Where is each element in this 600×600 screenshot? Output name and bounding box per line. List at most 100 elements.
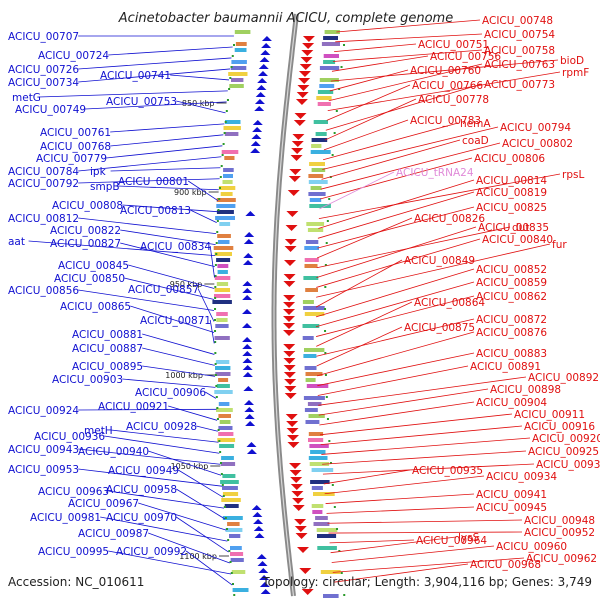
gene-connector-left	[120, 242, 215, 267]
gene-connector-left	[148, 450, 222, 476]
feature-tile-right	[310, 480, 330, 484]
feature-tile-left	[230, 552, 244, 556]
marker-dot-left	[226, 528, 229, 530]
marker-dot-left	[214, 330, 217, 332]
gene-arrow-forward	[301, 589, 314, 595]
gene-arrow-forward	[298, 78, 311, 84]
feature-tile-left	[214, 336, 230, 340]
gene-arrow-reverse	[252, 120, 263, 125]
gene-connector-left	[142, 365, 216, 377]
feature-tile-right	[303, 306, 325, 310]
gene-arrow-forward	[290, 155, 303, 161]
feature-tile-left	[227, 522, 240, 526]
gene-arrow-reverse	[259, 575, 270, 580]
feature-tile-left	[225, 528, 243, 532]
gene-connector-right	[326, 84, 411, 121]
gene-arrow-reverse	[260, 589, 271, 594]
marker-dot-left	[223, 506, 226, 508]
feature-tile-left	[217, 234, 231, 238]
marker-dot-right	[336, 528, 339, 530]
gene-label-left: ACICU_00949	[108, 465, 179, 477]
marker-dot-left	[221, 154, 224, 156]
gene-arrow-reverse	[243, 400, 254, 405]
gene-label-right: dut	[512, 222, 529, 234]
gene-arrow-reverse	[261, 43, 272, 48]
gene-label-right: ACICU_00763	[484, 59, 555, 71]
marker-dot-right	[329, 462, 332, 464]
gene-arrow-reverse	[242, 323, 253, 328]
gene-connector-left	[28, 240, 216, 257]
gene-arrow-forward	[283, 351, 296, 357]
gene-arrow-reverse	[244, 414, 255, 419]
gene-label-right: ACICU_00778	[418, 94, 489, 106]
feature-tile-right	[304, 348, 325, 352]
gene-arrow-forward	[283, 323, 296, 329]
gene-arrow-reverse	[243, 386, 254, 391]
feature-tile-left	[222, 180, 233, 184]
gene-arrow-reverse	[250, 141, 261, 146]
feature-tile-right	[304, 408, 318, 412]
gene-connector-left	[142, 333, 215, 355]
marker-dot-right	[324, 308, 327, 310]
gene-arrow-forward	[292, 505, 305, 511]
feature-tile-left	[216, 384, 230, 388]
gene-connector-right	[316, 295, 475, 337]
feature-tile-left	[229, 84, 244, 88]
feature-tile-left	[216, 318, 228, 322]
gene-arrow-forward	[284, 386, 297, 392]
gene-label-left: ACICU_00940	[78, 446, 149, 458]
feature-tile-left	[217, 438, 236, 442]
gene-arrow-forward	[283, 302, 296, 308]
marker-dot-left	[224, 517, 227, 519]
gene-label-left: ACICU_00921	[98, 401, 169, 413]
gene-arrow-reverse	[257, 561, 268, 566]
gene-label-right: ACICU_00751	[418, 39, 489, 51]
marker-dot-right	[324, 352, 327, 354]
gene-label-left: ACICU_00801	[118, 176, 189, 188]
gene-connector-right	[328, 531, 523, 534]
gene-label-left: ACICU_00856	[8, 285, 79, 297]
feature-tile-left	[221, 456, 234, 460]
gene-arrow-forward	[293, 120, 306, 126]
feature-tile-right	[309, 204, 331, 208]
gene-connector-left	[168, 405, 218, 421]
gene-label-right: rpmF	[562, 67, 589, 79]
gene-connector-left	[175, 516, 229, 553]
gene-connector-right	[320, 425, 523, 446]
gene-label-left: ACICU_00958	[106, 484, 177, 496]
marker-dot-right	[328, 440, 331, 442]
feature-tile-left	[212, 300, 232, 304]
marker-dot-left	[219, 462, 222, 464]
gene-connector-left	[122, 378, 216, 388]
gene-connector-left	[78, 68, 231, 83]
gene-connector-right	[318, 173, 561, 220]
gene-connector-right	[315, 281, 475, 328]
feature-tile-left	[218, 426, 233, 430]
gene-arrow-reverse	[258, 64, 269, 69]
gene-label-left: ACICU_00850	[54, 273, 125, 285]
gene-arrow-forward	[289, 463, 302, 469]
feature-tile-right	[323, 60, 336, 64]
gene-connector-right	[329, 69, 409, 92]
marker-dot-left	[216, 231, 219, 233]
gene-arrow-reverse	[255, 92, 266, 97]
gene-label-left: ACICU_00827	[50, 238, 121, 250]
gene-label-right: ACICU_00962	[526, 553, 597, 565]
feature-tile-left	[222, 486, 238, 490]
feature-tile-right	[316, 528, 338, 532]
marker-dot-right	[338, 550, 341, 552]
marker-dot-right	[326, 220, 329, 222]
gene-label-left: ACICU_00761	[40, 127, 111, 139]
kbp-label: 1000 kbp	[165, 371, 203, 380]
gene-label-left: ACICU_00865	[60, 301, 131, 313]
feature-tile-left	[234, 48, 247, 52]
marker-dot-left	[217, 209, 220, 211]
marker-dot-right	[340, 572, 343, 574]
gene-arrow-forward	[294, 113, 307, 119]
gene-arrow-forward	[295, 533, 308, 539]
gene-arrow-forward	[283, 365, 296, 371]
marker-dot-left	[216, 418, 219, 420]
feature-tile-right	[305, 378, 316, 382]
gene-arrow-reverse	[243, 239, 254, 244]
map-title: Acinetobacter baumannii ACICU, complete …	[118, 11, 453, 26]
